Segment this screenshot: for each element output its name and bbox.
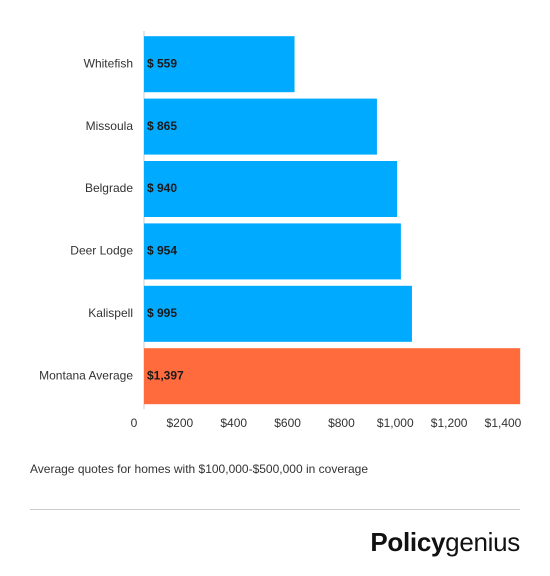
x-tick-label: $1,000: [377, 416, 414, 430]
bar-whitefish: [144, 36, 295, 93]
bar-belgrade: [144, 161, 398, 217]
category-label: Belgrade: [85, 181, 133, 195]
category-label: Whitefish: [84, 56, 133, 70]
value-label: $ 954: [147, 244, 177, 258]
x-tick-label: $800: [328, 416, 355, 430]
chart-caption: Average quotes for homes with $100,000-$…: [30, 462, 369, 476]
value-label: $ 865: [147, 119, 177, 133]
bar-chart: Whitefish $ 559 Missoula $ 865 Belgrade $ 940…: [39, 31, 522, 430]
category-label: Deer Lodge: [70, 244, 133, 258]
value-label: $ 559: [147, 56, 177, 70]
category-label: Kalispell: [88, 306, 133, 320]
bar-kalispell: [144, 285, 412, 342]
bar-deer-lodge: [144, 223, 401, 280]
x-tick-label: $400: [220, 416, 247, 430]
x-tick-label: 0: [131, 416, 138, 430]
divider: [30, 509, 520, 510]
category-label: Montana Average: [39, 368, 133, 382]
x-tick-label: $1,400: [485, 416, 522, 430]
x-tick-label: $200: [167, 416, 194, 430]
category-label: Missoula: [86, 119, 134, 133]
value-label: $ 995: [147, 306, 177, 320]
x-ticks-group: 0 $200 $400 $600 $800 $1,000 $1,200 $1,400: [131, 416, 522, 430]
logo-bold-part: Policy: [370, 527, 446, 557]
x-tick-label: $1,200: [431, 416, 468, 430]
bar-missoula: [144, 98, 377, 155]
value-label: $ 940: [147, 181, 177, 195]
policygenius-logo: Policygenius: [370, 527, 520, 558]
bars-group: Whitefish $ 559 Missoula $ 865 Belgrade $ 940…: [39, 36, 521, 405]
value-label: $1,397: [147, 368, 184, 382]
x-tick-label: $600: [274, 416, 301, 430]
bar-montana-average: [144, 348, 521, 405]
logo-light-part: genius: [445, 527, 520, 557]
